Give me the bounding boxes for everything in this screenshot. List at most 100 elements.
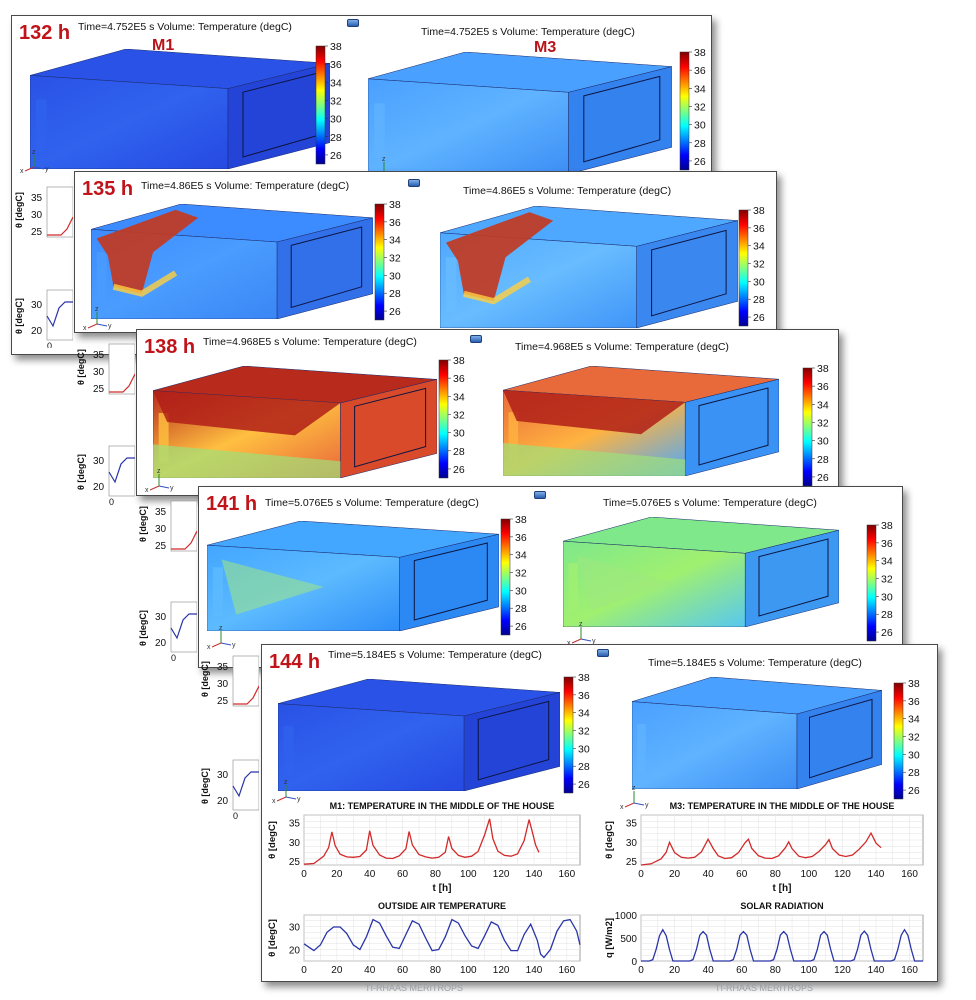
axis-triad: z x y xyxy=(567,621,596,647)
series-line xyxy=(640,831,882,866)
comsol-icon[interactable] xyxy=(408,179,420,187)
colorbar-tick-label: 26 xyxy=(908,785,920,797)
time-title-left: Time=4.86E5 s Volume: Temperature (degC) xyxy=(141,180,350,192)
house-window-outline xyxy=(290,226,363,309)
colorbar-tick-label: 30 xyxy=(578,743,590,755)
triad-z-label: z xyxy=(157,468,161,475)
axis-triad: z x y xyxy=(145,468,174,494)
colorbar-tick-label: 32 xyxy=(908,732,920,744)
house-m3 xyxy=(440,206,738,328)
mini-tick-label: 20 xyxy=(31,326,43,337)
time-title-right: Time=5.076E5 s Volume: Temperature (degC… xyxy=(603,497,817,509)
y-axis-label: θ [degC] xyxy=(267,821,278,859)
x-tick-label: 140 xyxy=(526,869,543,880)
house-m1 xyxy=(278,679,560,791)
chart-title: OUTSIDE AIR TEMPERATURE xyxy=(378,901,506,911)
triad-y-label: y xyxy=(297,796,301,803)
mini-tick-label: 20 xyxy=(217,796,229,807)
colorbar-gradient xyxy=(802,367,813,487)
colorbar-tick-label: 34 xyxy=(330,77,342,89)
colorbar-tick-label: 38 xyxy=(817,364,829,375)
colorbar-tick-label: 34 xyxy=(453,391,465,403)
colorbar-tick-label: 26 xyxy=(753,312,765,324)
snapshot-panel-144h: 144 h Time=5.184E5 s Volume: Temperature… xyxy=(261,644,938,982)
colorbar-tick-label: 30 xyxy=(515,585,527,597)
x-tick-label: 60 xyxy=(397,869,409,880)
footer-caption-right: TI-RHAAS MERITROPS xyxy=(715,983,814,993)
triad-y-label: y xyxy=(645,802,649,809)
mini-chart-outside-4: θ [degC] 30 20 0 xyxy=(200,759,259,821)
mini-plot-area xyxy=(46,186,73,238)
colorbar-tick-label: 34 xyxy=(694,83,706,95)
x-tick-label: 160 xyxy=(559,965,576,976)
colorbar-tick-label: 26 xyxy=(389,306,401,318)
colorbar-tick-label: 28 xyxy=(515,603,527,615)
x-tick-label: 80 xyxy=(770,869,782,880)
x-tick-label: 100 xyxy=(801,869,818,880)
triad-y-axis xyxy=(33,166,45,170)
colorbar-tick-label: 36 xyxy=(694,65,706,77)
mini-tick-label: 25 xyxy=(155,541,167,552)
mini-tick-label: 30 xyxy=(155,612,167,623)
triad-z-label: z xyxy=(32,149,36,156)
time-title-left: Time=5.184E5 s Volume: Temperature (degC… xyxy=(328,649,542,661)
mini-axis-label: θ [degC] xyxy=(14,298,24,334)
comsol-icon[interactable] xyxy=(534,491,546,499)
colorbar-right: 38 36 34 32 30 28 26 xyxy=(802,364,829,487)
mini-axis-label: θ [degC] xyxy=(14,192,24,228)
mini-tick-label: 35 xyxy=(93,350,105,361)
triad-y-axis xyxy=(633,802,645,806)
house-hot-region xyxy=(503,390,686,435)
house-m3 xyxy=(503,366,779,476)
x-tick-label: 20 xyxy=(669,965,681,976)
colorbar-tick-label: 38 xyxy=(694,48,706,59)
x-tick-label: 40 xyxy=(364,869,376,880)
colorbar-tick-label: 32 xyxy=(578,726,590,738)
x-tick-label: 20 xyxy=(331,965,343,976)
x-axis-label: t [h] xyxy=(773,883,792,894)
colorbar-tick-label: 34 xyxy=(578,708,590,720)
mini-series-line xyxy=(233,685,259,705)
colorbar-tick-label: 38 xyxy=(881,521,893,532)
time-title-left: Time=5.076E5 s Volume: Temperature (degC… xyxy=(265,497,479,509)
x-tick-label: 100 xyxy=(460,965,477,976)
colorbar-gradient xyxy=(866,524,877,642)
mini-tick-label: 35 xyxy=(155,507,167,518)
colorbar-tick-label: 30 xyxy=(908,749,920,761)
x-tick-label: 0 xyxy=(638,965,644,976)
colorbar-tick-label: 36 xyxy=(515,532,527,544)
mini-tick-label: 30 xyxy=(31,300,43,311)
y-tick-label: 25 xyxy=(626,857,638,868)
colorbar-tick-label: 28 xyxy=(453,446,465,458)
house-window-outline xyxy=(809,698,873,779)
colorbar-tick-label: 36 xyxy=(908,696,920,708)
mini-axis-label: θ [degC] xyxy=(200,768,210,804)
house-m3 xyxy=(632,677,882,789)
y-tick-label: 35 xyxy=(626,819,638,830)
comsol-icon[interactable] xyxy=(347,19,359,27)
house-m3 xyxy=(563,517,839,627)
colorbar-tick-label: 32 xyxy=(881,574,893,586)
mini-plot-area xyxy=(232,655,259,707)
x-tick-label: 120 xyxy=(493,869,510,880)
colorbar-gradient xyxy=(500,518,511,636)
colorbar-tick-label: 26 xyxy=(515,621,527,633)
house-window-outline xyxy=(477,700,550,781)
colorbar-tick-label: 26 xyxy=(330,150,342,162)
chart-m1-temperature: M1: TEMPERATURE IN THE MIDDLE OF THE HOU… xyxy=(267,801,581,894)
x-tick-label: 0 xyxy=(301,965,307,976)
house-window-outline xyxy=(413,542,488,621)
mini-chart-m1-4: θ [degC] 35 30 25 xyxy=(200,655,259,707)
hour-label: 144 h xyxy=(269,651,321,673)
comsol-icon[interactable] xyxy=(470,335,482,343)
mini-plot-area xyxy=(108,343,135,395)
house-hot-region xyxy=(153,390,341,436)
triad-y-axis xyxy=(285,796,297,800)
hour-label: 141 h xyxy=(206,493,258,515)
colorbar-tick-label: 30 xyxy=(753,276,765,288)
x-tick-label: 80 xyxy=(770,965,782,976)
mini-tick-label: 25 xyxy=(93,384,105,395)
triad-x-label: x xyxy=(83,325,87,332)
comsol-icon[interactable] xyxy=(597,649,609,657)
triad-y-label: y xyxy=(108,323,112,330)
